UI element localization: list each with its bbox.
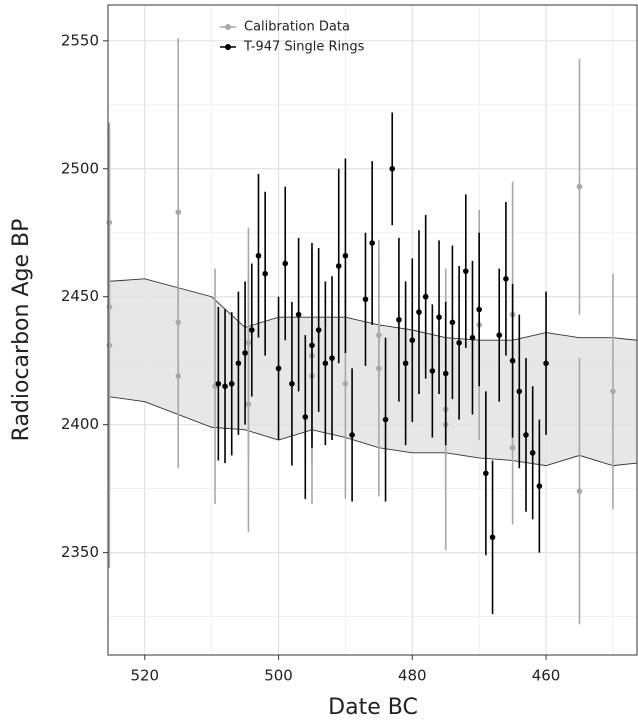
point [469,334,476,341]
band-upper [107,278,638,341]
legend-marker [225,44,231,50]
point [335,263,342,269]
point [516,388,523,395]
point [416,309,422,315]
point [576,183,583,190]
y-tick-label: 2550 [61,31,99,49]
point [262,270,268,277]
point [422,293,429,300]
point [396,316,402,323]
band-lower [107,396,638,467]
point [228,380,235,387]
point [462,268,469,274]
point [449,319,456,326]
y-tick-label: 2500 [61,159,99,177]
point [483,470,489,477]
x-axis-title: Date BC [328,695,418,720]
point [255,252,262,259]
point [215,380,222,387]
point [342,380,349,387]
point [509,444,516,451]
x-tick-label: 500 [264,667,293,685]
point [496,332,503,338]
y-tick-label: 2350 [61,543,99,561]
point [409,337,416,344]
legend-marker [225,24,231,30]
point [106,342,113,349]
point [429,368,436,374]
point [529,450,536,456]
x-tick-label: 480 [398,667,427,685]
point [342,252,349,259]
point [302,414,309,420]
y-tick-label: 2400 [61,415,99,433]
point [402,360,409,367]
point [369,240,375,246]
point [543,360,549,367]
point [456,339,462,346]
legend-label: Calibration Data [244,20,350,35]
legend-label: T-947 Single Rings [243,40,365,55]
point [476,306,482,313]
point [523,432,529,438]
point [329,355,335,361]
point [362,296,369,303]
point [322,360,329,367]
point [376,365,382,372]
point [248,327,255,333]
band-fill [108,278,637,466]
point [175,373,182,379]
point [610,388,616,395]
point [509,357,516,364]
point [503,276,509,282]
point [315,327,322,333]
point [576,488,583,495]
point [382,416,389,423]
point [175,209,182,216]
y-axis-title: Radiocarbon Age BP [9,219,34,442]
point [242,350,248,356]
point [245,401,252,408]
point [295,311,302,318]
x-tick-label: 520 [130,667,159,685]
point [349,432,355,438]
point [436,314,442,321]
point [309,342,315,349]
point [222,383,228,390]
y-tick-label: 2450 [61,287,99,305]
point [442,370,449,377]
point [275,365,282,372]
point [289,380,295,387]
point [536,483,543,489]
point [389,165,396,172]
point [282,260,289,267]
plot-frame [107,4,638,656]
point [489,534,496,541]
point [235,360,242,367]
x-tick-label: 460 [532,667,561,685]
